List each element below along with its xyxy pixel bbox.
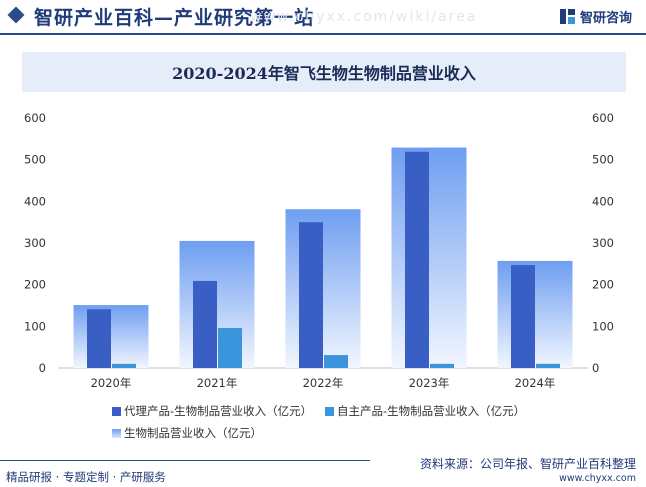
- y-tick-label: 300: [24, 236, 46, 250]
- y2-tick-label: 0: [592, 361, 599, 375]
- legend-swatch-own: [325, 406, 334, 416]
- bar-agent: [299, 222, 323, 368]
- bar-own: [218, 328, 242, 368]
- page-header: 智研产业百科—产业研究第一站 www.chyxx.com/wiki/area 智…: [0, 0, 646, 35]
- bar-agent: [193, 280, 217, 368]
- legend-label-own: 自主产品-生物制品营业收入（亿元）: [337, 404, 526, 418]
- y2-tick-label: 500: [592, 153, 614, 167]
- x-tick-label: 2022年: [303, 376, 344, 390]
- bar-agent: [511, 265, 535, 368]
- brand[interactable]: 智研咨询: [559, 7, 632, 26]
- x-tick-label: 2024年: [515, 376, 556, 390]
- bar-chart: 0 100 200 300 400 500 600 0 100 200 300 400 500 600 20…: [24, 111, 614, 390]
- footer-divider: [0, 460, 370, 461]
- y2-tick-label: 300: [592, 236, 614, 250]
- y-tick-label: 600: [24, 111, 46, 125]
- x-tick-label: 2023年: [409, 376, 450, 390]
- y-tick-label: 500: [24, 153, 46, 167]
- chart-title-box: 2020-2024年智飞生物生物制品营业收入: [22, 52, 626, 92]
- watermark: www.chyxx.com/wiki/area: [250, 9, 478, 25]
- legend-swatch-total: [112, 428, 121, 438]
- bar-own: [430, 363, 454, 368]
- legend-item-agent[interactable]: 代理产品-生物制品营业收入（亿元）: [112, 403, 312, 419]
- y2-tick-label: 200: [592, 278, 614, 292]
- y2-tick-label: 100: [592, 319, 614, 333]
- chart-legend: 代理产品-生物制品营业收入（亿元） 自主产品-生物制品营业收入（亿元） 生物制品…: [0, 401, 646, 445]
- footer-url: www.chyxx.com: [559, 473, 636, 484]
- footer-tagline: 精品研报 · 专题定制 · 产研服务: [6, 470, 166, 484]
- y2-tick-label: 600: [592, 111, 614, 125]
- legend-item-total[interactable]: 生物制品营业收入（亿元）: [112, 425, 262, 441]
- legend-item-own[interactable]: 自主产品-生物制品营业收入（亿元）: [325, 403, 525, 419]
- x-tick-label: 2020年: [91, 376, 132, 390]
- y2-tick-label: 400: [592, 194, 614, 208]
- bar-agent: [405, 151, 429, 368]
- legend-label-total: 生物制品营业收入（亿元）: [124, 426, 262, 440]
- chart-title: 2020-2024年智飞生物生物制品营业收入: [172, 64, 476, 83]
- bar-own: [112, 363, 136, 368]
- bar-agent: [87, 309, 111, 368]
- y-tick-label: 0: [39, 361, 46, 375]
- site-title: 智研产业百科—产业研究第一站: [34, 7, 315, 29]
- legend-label-agent: 代理产品-生物制品营业收入（亿元）: [124, 404, 313, 418]
- y-tick-label: 400: [24, 194, 46, 208]
- y-tick-label: 200: [24, 278, 46, 292]
- bar-own: [536, 363, 560, 368]
- zhiyan-logo-icon: [559, 9, 575, 24]
- brand-name: 智研咨询: [579, 11, 632, 26]
- footer-source: 资料来源：公司年报、智研产业百科整理: [419, 457, 636, 471]
- y-tick-label: 100: [24, 319, 46, 333]
- header-divider: [0, 33, 646, 35]
- bar-own: [324, 355, 348, 368]
- legend-swatch-agent: [112, 406, 121, 416]
- x-tick-label: 2021年: [197, 376, 238, 390]
